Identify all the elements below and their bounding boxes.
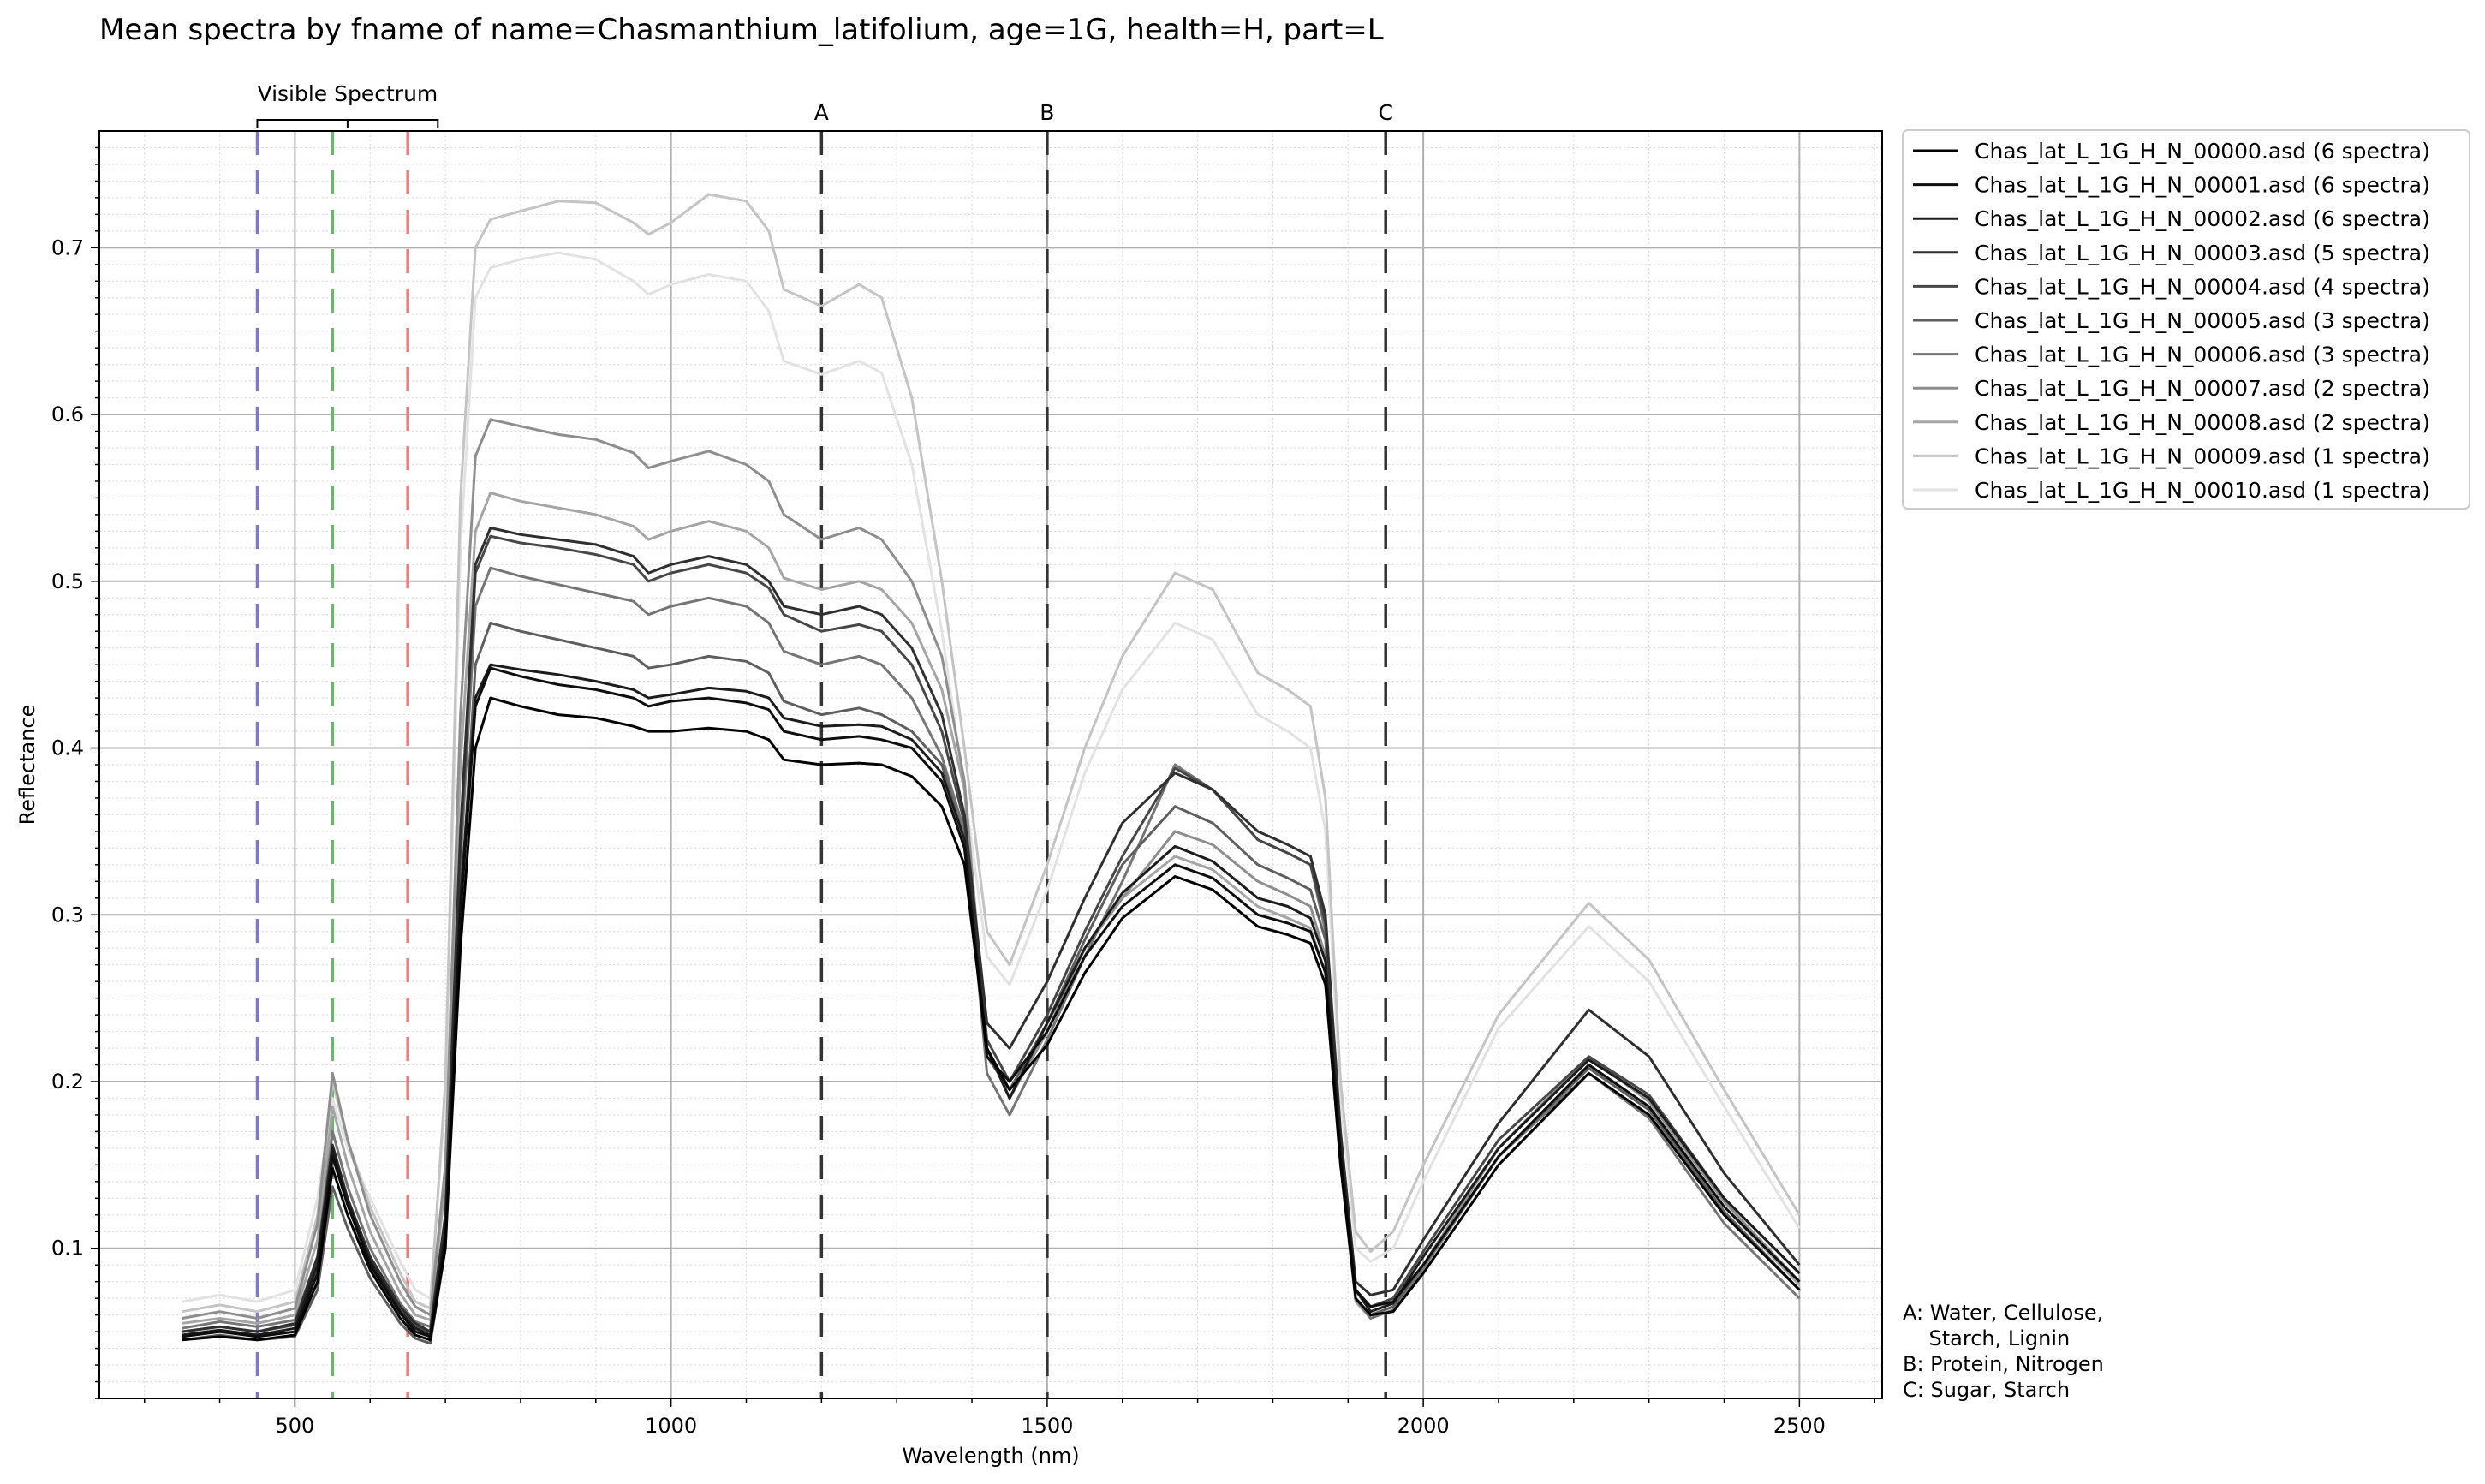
x-axis-label: Wavelength (nm) bbox=[902, 1444, 1079, 1468]
minor-grid bbox=[99, 131, 1882, 1399]
series-line bbox=[182, 527, 1801, 1333]
legend-entry: Chas_lat_L_1G_H_N_00010.asd (1 spectra) bbox=[1975, 478, 2430, 503]
axis-ticks bbox=[91, 146, 1875, 1407]
marker-label-C: C bbox=[1378, 100, 1392, 125]
legend-entry: Chas_lat_L_1G_H_N_00002.asd (6 spectra) bbox=[1975, 206, 2430, 231]
bracket-line bbox=[256, 119, 439, 128]
legend-entry: Chas_lat_L_1G_H_N_00001.asd (6 spectra) bbox=[1975, 173, 2430, 198]
x-tick-label: 1500 bbox=[1021, 1414, 1073, 1438]
y-tick-label: 0.1 bbox=[51, 1237, 84, 1261]
major-grid bbox=[99, 131, 1882, 1398]
legend-entry: Chas_lat_L_1G_H_N_00005.asd (3 spectra) bbox=[1975, 308, 2430, 333]
legend-entry: Chas_lat_L_1G_H_N_00006.asd (3 spectra) bbox=[1975, 343, 2430, 367]
y-tick-label: 0.6 bbox=[51, 402, 84, 426]
visible-spectrum-label: Visible Spectrum bbox=[258, 81, 438, 106]
x-tick-label: 500 bbox=[275, 1414, 314, 1438]
marker-label-A: A bbox=[814, 100, 829, 125]
visible-spectrum-bracket: Visible Spectrum bbox=[256, 81, 439, 128]
axis-tick-labels: 500 1000 1500 2000 2500 0.1 0.2 0.3 0.4 0.5 0.6 0.7 bbox=[51, 235, 1826, 1438]
annotation-line: A: Water, Cellulose, bbox=[1903, 1301, 2103, 1325]
y-axis-label: Reflectance bbox=[15, 705, 39, 825]
x-tick-label: 1000 bbox=[645, 1414, 697, 1438]
legend-box bbox=[1902, 129, 2470, 510]
legend: Chas_lat_L_1G_H_N_00000.asd (6 spectra) C… bbox=[1902, 129, 2470, 510]
legend-entry: Chas_lat_L_1G_H_N_00008.asd (2 spectra) bbox=[1975, 410, 2430, 435]
legend-entry: Chas_lat_L_1G_H_N_00003.asd (5 spectra) bbox=[1975, 241, 2430, 265]
y-tick-label: 0.7 bbox=[51, 235, 84, 259]
x-tick-label: 2000 bbox=[1397, 1414, 1450, 1438]
series-lines bbox=[182, 193, 1801, 1345]
marker-labels: A B C bbox=[814, 100, 1393, 125]
legend-entry: Chas_lat_L_1G_H_N_00007.asd (2 spectra) bbox=[1975, 376, 2430, 401]
annotation-line: Starch, Lignin bbox=[1903, 1326, 2070, 1350]
y-tick-label: 0.3 bbox=[51, 903, 84, 927]
legend-entry: Chas_lat_L_1G_H_N_00009.asd (1 spectra) bbox=[1975, 444, 2430, 468]
legend-entry: Chas_lat_L_1G_H_N_00000.asd (6 spectra) bbox=[1975, 139, 2430, 164]
series-line bbox=[182, 193, 1801, 1314]
chart-title: Mean spectra by fname of name=Chasmanthi… bbox=[99, 13, 1384, 47]
marker-label-B: B bbox=[1040, 100, 1054, 125]
annotation-line: C: Sugar, Starch bbox=[1903, 1378, 2070, 1402]
y-tick-label: 0.2 bbox=[51, 1070, 84, 1094]
y-tick-label: 0.4 bbox=[51, 736, 84, 760]
x-tick-label: 2500 bbox=[1773, 1414, 1826, 1438]
legend-entry: Chas_lat_L_1G_H_N_00004.asd (4 spectra) bbox=[1975, 274, 2430, 299]
annotation-line: B: Protein, Nitrogen bbox=[1903, 1352, 2104, 1376]
series-line bbox=[182, 696, 1801, 1342]
series-line bbox=[182, 251, 1801, 1303]
y-tick-label: 0.5 bbox=[51, 569, 84, 593]
